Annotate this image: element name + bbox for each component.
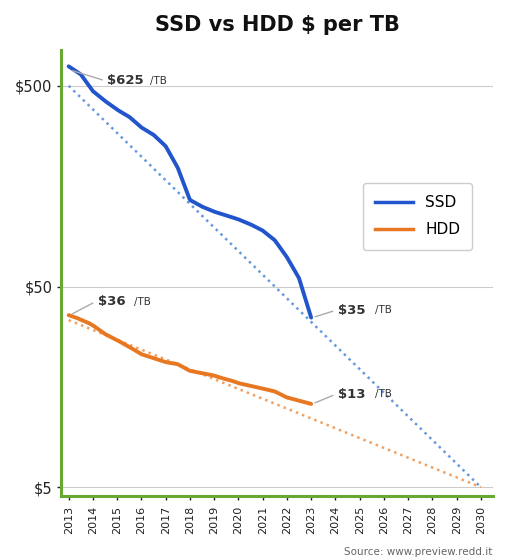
Text: /TB: /TB bbox=[375, 389, 392, 399]
Text: /TB: /TB bbox=[150, 76, 167, 86]
Legend: SSD, HDD: SSD, HDD bbox=[363, 183, 472, 250]
Text: /TB: /TB bbox=[134, 297, 151, 307]
Text: $13: $13 bbox=[338, 388, 365, 401]
Title: SSD vs HDD $ per TB: SSD vs HDD $ per TB bbox=[155, 15, 400, 35]
Text: Source: www.preview.redd.it: Source: www.preview.redd.it bbox=[344, 547, 493, 557]
Text: $625: $625 bbox=[108, 74, 144, 87]
Text: /TB: /TB bbox=[375, 305, 392, 315]
Text: $36: $36 bbox=[98, 295, 125, 308]
Text: $35: $35 bbox=[338, 304, 365, 317]
